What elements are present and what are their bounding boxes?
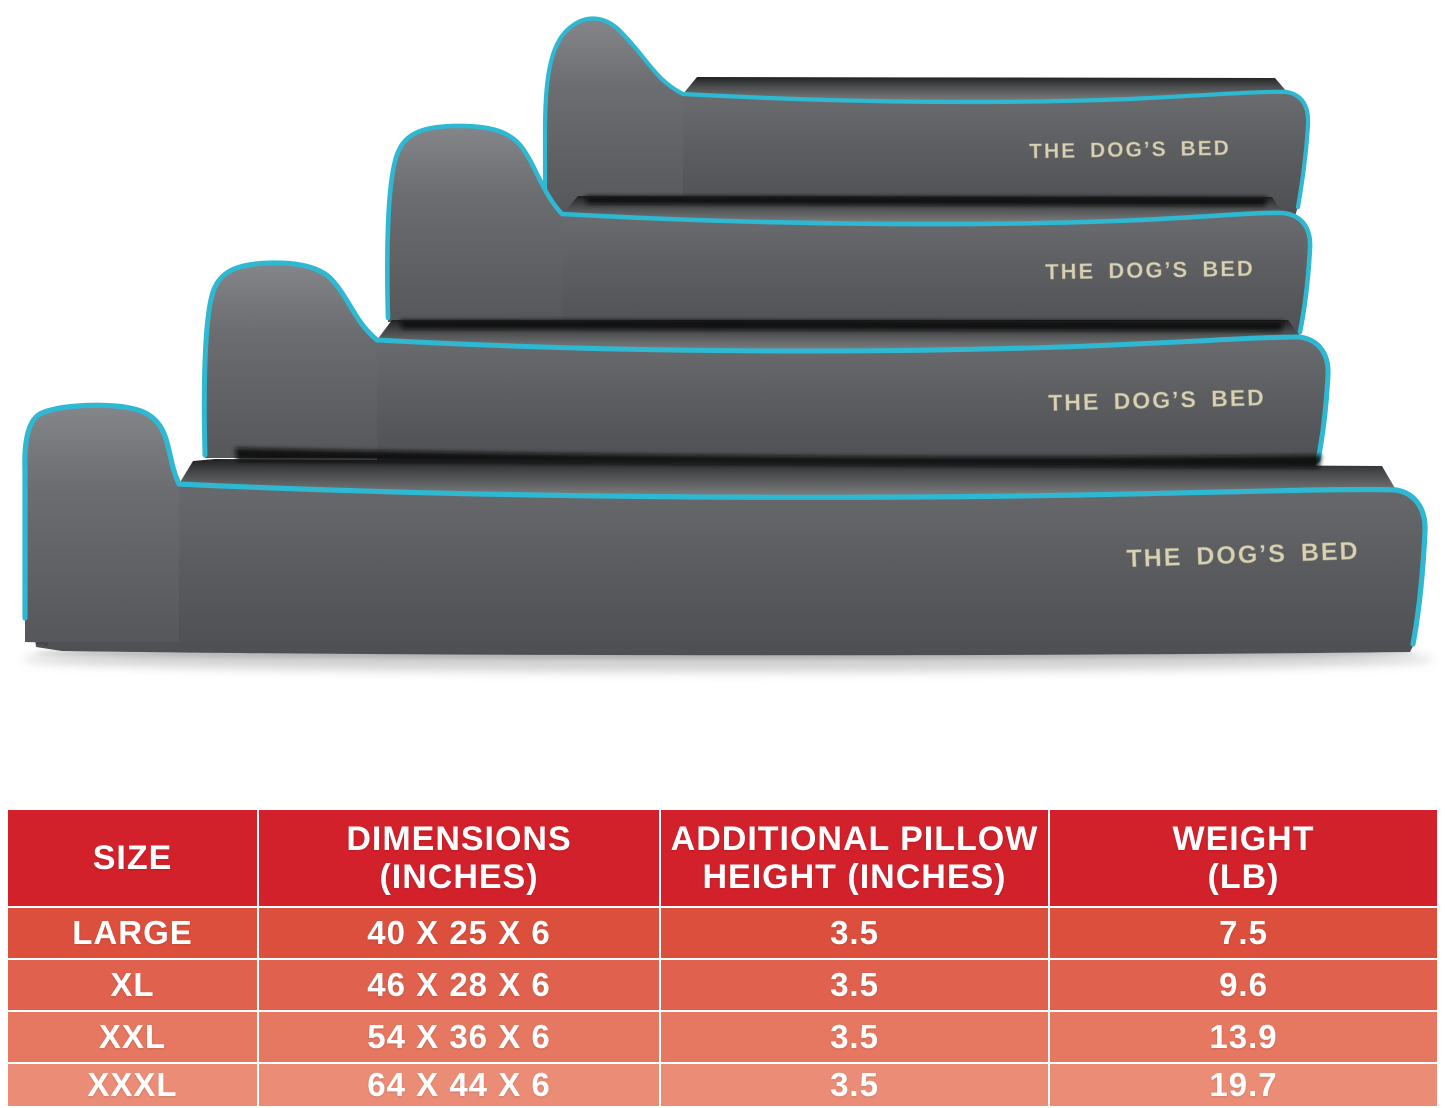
- row-large-dimensions: 40 X 25 X 6: [259, 908, 659, 958]
- row-xxl-pillow-height: 3.5: [661, 1012, 1048, 1062]
- bed-xxl: THE DOG’S BED: [201, 260, 1331, 466]
- bed-xl-bolster: [387, 125, 562, 322]
- header-cell-pillow-height: ADDITIONAL PILLOW HEIGHT (INCHES): [661, 810, 1048, 906]
- row-large-size: LARGE: [8, 908, 257, 958]
- header-cell-size: SIZE: [8, 810, 257, 906]
- bed-xl-piping: [385, 123, 1313, 335]
- row-large-pillow-height: 3.5: [661, 908, 1048, 958]
- bed-large: THE DOG’S BED: [542, 16, 1311, 216]
- size-chart-table: SIZE DIMENSIONS (INCHES) ADDITIONAL PILLO…: [8, 810, 1437, 1106]
- bed-xxxl: THE DOG’S BED: [22, 402, 1428, 656]
- row-xl-weight: 9.6: [1050, 960, 1437, 1010]
- header-cell-dimensions: DIMENSIONS (INCHES): [259, 810, 659, 906]
- bed-large-front-face: [683, 91, 1309, 216]
- row-xxxl-dimensions: 64 X 44 X 6: [259, 1064, 659, 1106]
- bed-xl-brand-label: THE DOG’S BED: [1045, 256, 1255, 285]
- bed-xxl-piping: [201, 260, 1331, 463]
- bed-xxl-brand-label: THE DOG’S BED: [1048, 384, 1266, 416]
- header-weight-line2: (LB): [1207, 858, 1280, 896]
- row-large-weight: 7.5: [1050, 908, 1437, 958]
- row-xxl-dimensions: 54 X 36 X 6: [259, 1012, 659, 1062]
- bed-xxxl-bolster: [24, 405, 179, 642]
- header-dimensions-line2: (INCHES): [379, 858, 539, 896]
- bed-xl-seam-shadow: [585, 196, 1268, 206]
- header-pillow-line1: ADDITIONAL PILLOW: [670, 819, 1039, 858]
- bed-xxxl-front-face: [29, 470, 1426, 656]
- header-pillow-line2: HEIGHT (INCHES): [702, 858, 1007, 896]
- row-xl-pillow-height: 3.5: [661, 960, 1048, 1010]
- bed-xxl-bolster: [204, 262, 377, 458]
- size-chart: SIZE DIMENSIONS (INCHES) ADDITIONAL PILLO…: [8, 810, 1437, 1106]
- stacked-beds-illustration: THE DOG’S BED THE DOG’S BED THE DOG’S BE…: [22, 16, 1434, 672]
- bed-xxl-front-face: [377, 336, 1329, 466]
- header-cell-weight: WEIGHT (LB): [1050, 810, 1437, 906]
- header-dimensions-line1: DIMENSIONS: [346, 819, 572, 858]
- row-xl-dimensions: 46 X 28 X 6: [259, 960, 659, 1010]
- row-xxl-size: XXL: [8, 1012, 257, 1062]
- row-xl-size: XL: [8, 960, 257, 1010]
- bed-xxl-seam-shadow: [400, 320, 1284, 331]
- row-xxxl-pillow-height: 3.5: [661, 1064, 1048, 1106]
- bed-large-bolster: [545, 18, 683, 216]
- row-xxl-weight: 13.9: [1050, 1012, 1437, 1062]
- bed-xl: THE DOG’S BED: [385, 123, 1313, 340]
- product-photo: THE DOG’S BED THE DOG’S BED THE DOG’S BE…: [22, 16, 1434, 672]
- row-xxxl-weight: 19.7: [1050, 1064, 1437, 1106]
- header-size-line1: SIZE: [92, 838, 173, 877]
- header-weight-line1: WEIGHT: [1172, 819, 1315, 858]
- bed-large-top-surface: [683, 77, 1287, 102]
- bed-large-brand-label: THE DOG’S BED: [1029, 137, 1231, 164]
- bed-xxxl-top-surface: [179, 459, 1396, 498]
- row-xxxl-size: XXXL: [8, 1064, 257, 1106]
- bed-xxxl-piping: [22, 402, 1428, 647]
- bed-large-piping: [542, 16, 1311, 215]
- bed-xxxl-seam-shadow: [235, 448, 1322, 468]
- bed-xl-front-face: [562, 212, 1311, 340]
